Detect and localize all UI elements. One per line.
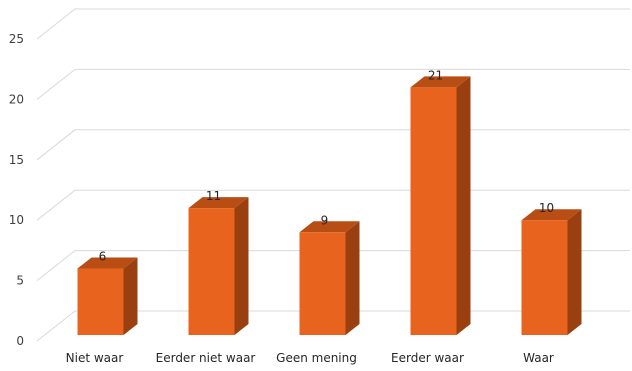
category-label-1: Eerder niet waar xyxy=(156,351,256,365)
category-label-3: Eerder waar xyxy=(391,351,464,365)
bar-1-top xyxy=(188,197,249,209)
category-label-4: Waar xyxy=(523,351,554,365)
data-label-3: 21 xyxy=(428,68,443,82)
data-label-1: 11 xyxy=(206,189,221,203)
data-label-4: 10 xyxy=(539,201,554,215)
bar-0-front xyxy=(77,268,124,335)
bar-2-side xyxy=(345,221,360,335)
y-tick-label-5: 5 xyxy=(16,274,24,288)
bar-1-front xyxy=(188,208,235,335)
gridline-15 xyxy=(36,129,630,161)
bar-3-top xyxy=(410,76,471,88)
data-label-0: 6 xyxy=(99,250,107,264)
y-tick-label-15: 15 xyxy=(9,153,24,167)
bar-4-side xyxy=(567,209,582,335)
bar-4-top xyxy=(521,209,582,221)
data-label-2: 9 xyxy=(321,213,329,227)
bar-4-front xyxy=(521,220,568,335)
bar-2-top xyxy=(299,221,360,233)
y-tick-label-25: 25 xyxy=(9,32,24,46)
category-label-0: Niet waar xyxy=(66,351,124,365)
bar-3-side xyxy=(456,76,471,335)
bar-2-front xyxy=(299,232,346,335)
bar-3-front xyxy=(410,87,457,335)
bar-0-top xyxy=(77,257,138,269)
y-tick-label-0: 0 xyxy=(16,334,24,348)
bar-0-side xyxy=(123,257,138,335)
bar-1-side xyxy=(234,197,249,335)
y-tick-label-20: 20 xyxy=(9,92,24,106)
gridline-25 xyxy=(36,8,630,40)
y-tick-label-10: 10 xyxy=(9,213,24,227)
category-label-2: Geen mening xyxy=(276,351,357,365)
gridline-20 xyxy=(36,68,630,100)
